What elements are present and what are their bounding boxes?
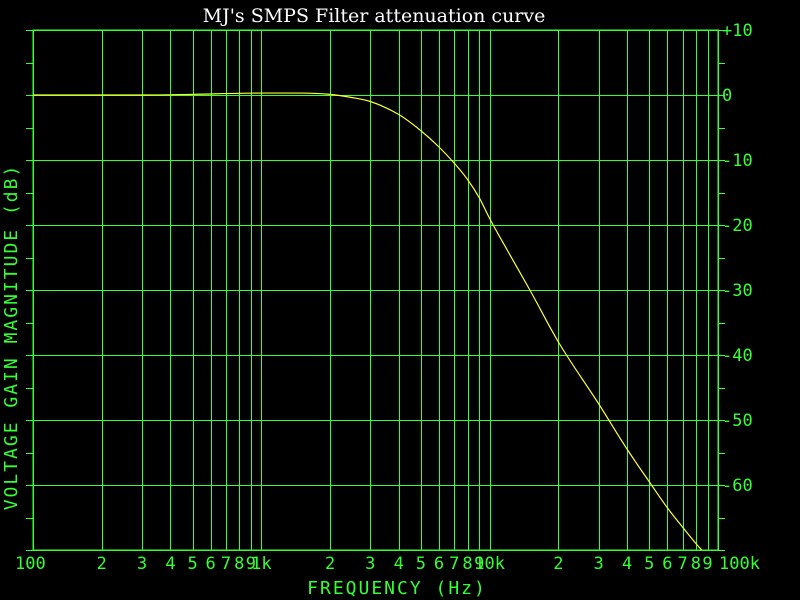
- y-axis-label: VOLTAGE GAIN MAGNITUDE (dB): [1, 164, 22, 511]
- x-tick-label: 6: [206, 554, 216, 574]
- grid: [26, 30, 725, 551]
- chart-title: MJ's SMPS Filter attenuation curve: [203, 5, 546, 27]
- x-tick-label: 7: [221, 554, 231, 574]
- x-tick-label: 7: [678, 554, 688, 574]
- x-tick-label: 2: [553, 554, 563, 574]
- x-tick-label: 6: [434, 554, 444, 574]
- y-tick-label: -10: [722, 151, 753, 171]
- x-tick-label: 100: [15, 554, 46, 574]
- x-tick-label: 8: [462, 554, 472, 574]
- x-tick-label: 3: [593, 554, 603, 574]
- y-tick-label: -60: [722, 476, 753, 496]
- x-tick-label: 4: [165, 554, 175, 574]
- x-tick-label: 8: [691, 554, 701, 574]
- x-tick-label: 10k: [474, 554, 505, 574]
- x-tick-label: 2: [325, 554, 335, 574]
- x-tick-label: 3: [365, 554, 375, 574]
- x-tick-label: 100k: [719, 554, 760, 574]
- y-tick-label: -40: [722, 346, 753, 366]
- x-tick-label: 1k: [251, 554, 271, 574]
- plot-frame: [32, 29, 719, 551]
- x-tick-label: 8: [234, 554, 244, 574]
- x-tick-label: 9: [474, 554, 484, 574]
- y-tick-labels: +10 0 -10 -20 -30 -40 -50 -60: [722, 21, 753, 496]
- y-tick-label: -20: [722, 216, 753, 236]
- x-tick-label: 5: [416, 554, 426, 574]
- x-tick-label: 7: [449, 554, 459, 574]
- y-tick-label: -30: [722, 281, 753, 301]
- y-tick-label: -50: [722, 411, 753, 431]
- x-tick-label: 4: [394, 554, 404, 574]
- x-tick-label: 9: [702, 554, 712, 574]
- x-tick-label: 5: [187, 554, 197, 574]
- x-tick-label: 2: [97, 554, 107, 574]
- x-tick-label: 6: [662, 554, 672, 574]
- series-line: [33, 92, 703, 550]
- x-tick-label: 9: [246, 554, 256, 574]
- y-tick-label: 0: [722, 86, 732, 106]
- x-axis-label: FREQUENCY (Hz): [307, 578, 487, 599]
- x-tick-label: 3: [137, 554, 147, 574]
- x-tick-label: 5: [644, 554, 654, 574]
- x-tick-label: 4: [622, 554, 632, 574]
- y-tick-label: +10: [722, 21, 753, 41]
